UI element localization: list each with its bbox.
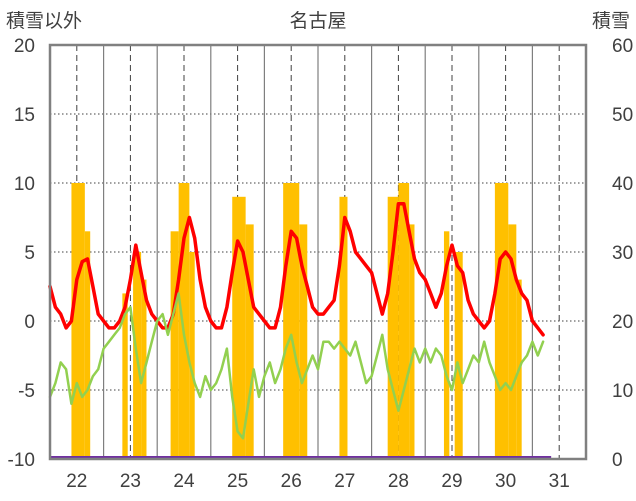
y-left-tick-label: 20 bbox=[14, 36, 35, 57]
x-tick-label: 25 bbox=[227, 471, 248, 492]
snow-bar bbox=[283, 183, 300, 459]
x-tick-label: 24 bbox=[173, 471, 195, 492]
y-right-tick-label: 0 bbox=[612, 450, 623, 471]
y-right-tick-label: 30 bbox=[612, 243, 633, 264]
snow-bar bbox=[178, 183, 190, 459]
x-tick-label: 27 bbox=[334, 471, 355, 492]
y-right-tick-label: 10 bbox=[612, 381, 633, 402]
y-left-tick-label: 15 bbox=[14, 105, 35, 126]
y-right-tick-label: 60 bbox=[612, 36, 633, 57]
snow-bar bbox=[170, 231, 179, 459]
red-series-line bbox=[48, 201, 545, 337]
chart-title: 名古屋 bbox=[289, 10, 346, 32]
snow-bar bbox=[398, 183, 410, 459]
y-left-tick-label: -5 bbox=[18, 381, 35, 402]
x-tick-label: 28 bbox=[388, 471, 409, 492]
x-tick-label: 30 bbox=[495, 471, 516, 492]
green-series-line bbox=[48, 292, 545, 440]
snow-bar bbox=[443, 231, 450, 459]
snow-bar bbox=[409, 224, 415, 459]
snow-bar bbox=[454, 252, 463, 459]
snow-bar bbox=[339, 196, 348, 460]
snow-bar bbox=[387, 196, 399, 460]
snow-bar bbox=[232, 196, 246, 460]
y-left-tick-label: 5 bbox=[24, 243, 35, 264]
snow-bar bbox=[122, 293, 128, 459]
x-tick-label: 22 bbox=[66, 471, 87, 492]
x-tick-label: 23 bbox=[120, 471, 141, 492]
y-right-tick-label: 50 bbox=[612, 105, 633, 126]
y-left-tick-label: 10 bbox=[14, 174, 35, 195]
x-tick-label: 26 bbox=[281, 471, 302, 492]
y-right-tick-label: 40 bbox=[612, 174, 633, 195]
y-left-axis-label: 積雪以外 bbox=[6, 10, 82, 32]
plot-frame bbox=[48, 43, 588, 461]
y-left-tick-label: -10 bbox=[8, 450, 35, 471]
snow-bar bbox=[299, 224, 308, 459]
y-right-tick-label: 20 bbox=[612, 312, 633, 333]
snow-bar bbox=[189, 252, 195, 459]
plot-frame-border bbox=[48, 43, 588, 461]
snow-bar bbox=[71, 183, 85, 459]
x-tick-label: 31 bbox=[549, 471, 570, 492]
snow-bar bbox=[245, 224, 254, 459]
y-left-tick-label: 0 bbox=[24, 312, 35, 333]
x-tick-label: 29 bbox=[441, 471, 462, 492]
snow-bar bbox=[494, 183, 509, 459]
snow-bar bbox=[508, 224, 517, 459]
y-right-axis-label: 積雪 bbox=[592, 10, 630, 32]
snow-bar bbox=[84, 231, 91, 459]
